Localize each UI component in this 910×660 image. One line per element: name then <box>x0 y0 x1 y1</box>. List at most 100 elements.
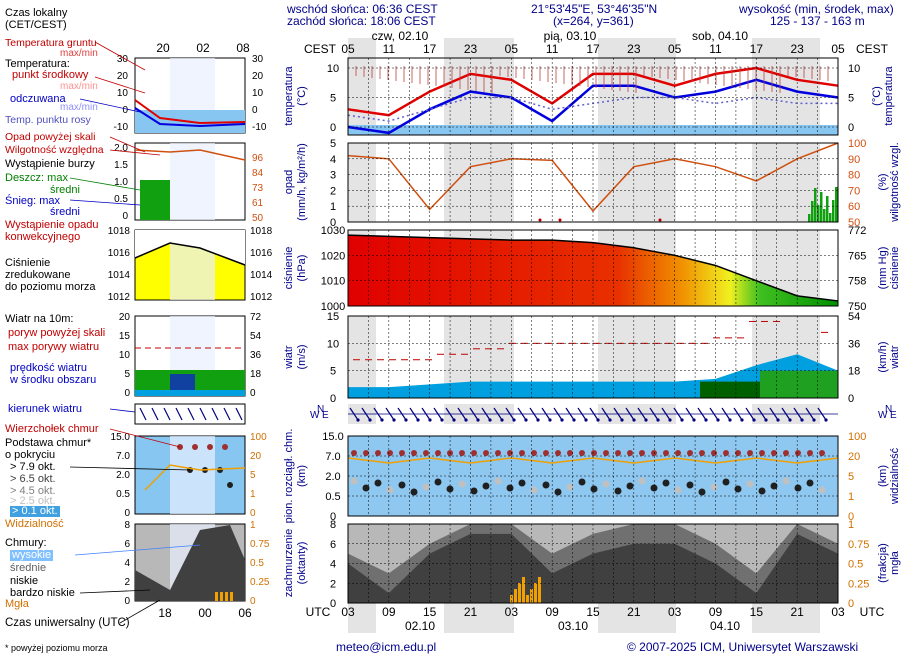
legend-storm: Wystąpienie burzy <box>5 158 95 170</box>
legend-wind-arrow <box>163 407 171 421</box>
wind-tick-left: 5 <box>330 366 336 378</box>
legend-bottom-tick: 06 <box>238 606 252 620</box>
precip-bar <box>811 201 814 222</box>
cloud-base-dot <box>566 483 574 491</box>
legend-precip-tick: 2.0 <box>114 143 128 154</box>
legend-okt-65: > 6.5 okt. <box>10 473 56 485</box>
axis-title-cloud-base-unit: (km) <box>296 465 308 487</box>
fog-tick-right: 1 <box>848 519 854 531</box>
cloud-base-dot <box>806 479 814 487</box>
cloud-base-dot <box>398 481 406 489</box>
legend-wind-tick: 5 <box>124 369 130 380</box>
wind-arrow-head <box>704 418 708 422</box>
wind-arrow-head <box>440 418 444 422</box>
legend-fog-tick: 0.25 <box>250 577 270 588</box>
cloud-top-dot <box>495 450 501 456</box>
wind-arrow-head <box>644 418 648 422</box>
coords-text: 21°53'45"E, 53°46'35"N <box>531 2 658 16</box>
legend-humidity-tick: 73 <box>252 183 264 194</box>
legend-humidity-tick: 61 <box>252 198 264 209</box>
legend-rain-bars <box>140 180 170 220</box>
humidity-tick-right: 100 <box>848 138 866 150</box>
compass-w: W <box>310 410 320 421</box>
legend-pressure-tick-r: 1012 <box>250 292 273 303</box>
humidity-tick-right: 90 <box>848 154 860 166</box>
temp-tick-right: 10 <box>848 63 860 75</box>
cloud-base-tick-left: 0.5 <box>325 491 340 503</box>
cloud-base-dot <box>506 484 514 492</box>
wind-tick-right: 0 <box>848 393 854 405</box>
legend-low: niskie <box>10 575 39 587</box>
legend-humidity: Wilgotność względna <box>5 144 104 156</box>
pressure-tick-left: 1030 <box>321 225 345 237</box>
precip-bar <box>814 188 817 222</box>
cloud-top-dot <box>591 450 597 456</box>
legend-fog-bar <box>225 592 228 601</box>
legend-cloud-tick: 2 <box>124 577 130 588</box>
night-band <box>348 316 376 398</box>
axis-title-precip: opad <box>283 170 295 194</box>
wind-arrow-head <box>764 418 768 422</box>
precip-tick-left: 0 <box>330 217 336 229</box>
legend-connector <box>79 589 151 594</box>
wind-arrow-head <box>620 418 624 422</box>
axis-title-temp-unit-r: (°C) <box>871 86 883 106</box>
panel-frame <box>347 523 839 604</box>
humidity-tick-right: 50 <box>848 217 860 229</box>
top-hour-label: 23 <box>627 42 641 56</box>
legend-gust-above: poryw powyżej skali <box>8 327 106 339</box>
wind-tick-right: 54 <box>848 311 860 323</box>
cloud-top-dot <box>675 450 681 456</box>
legend-connector <box>109 136 146 153</box>
legend-temp-tick: 20 <box>117 71 129 82</box>
axis-title-humidity-unit: (%) <box>877 173 889 190</box>
wind-arrow-head <box>608 418 612 422</box>
legend-wind-arrow <box>235 407 243 421</box>
legend-cloud-base-2: o pokryciu <box>5 449 56 461</box>
legend-visibility-tick: 20 <box>250 451 262 462</box>
legend-visibility-tick: 5 <box>250 470 256 481</box>
night-band <box>598 603 676 633</box>
cloud-base-dot <box>374 479 382 487</box>
footer-email[interactable]: meteo@icm.edu.pl <box>336 640 437 654</box>
cloud-base-dot <box>362 484 370 492</box>
cloud-base-dot <box>722 478 730 486</box>
cloud-base-dot <box>554 488 562 496</box>
wind-arrow-head <box>716 418 720 422</box>
fog-bar <box>514 589 517 603</box>
legend-dew-point: Temp. punktu rosy <box>5 114 91 126</box>
legend-temp-tick-r: 30 <box>252 54 264 65</box>
precip-bar <box>826 196 829 222</box>
legend-mid-point: punkt środkowy <box>12 69 89 81</box>
legend-wind-arrow <box>139 407 147 421</box>
legend-connector <box>79 98 141 113</box>
legend-convective-1: Wystąpienie opadu <box>5 219 99 231</box>
legend-okt-01: > 0.1 okt. <box>10 505 60 517</box>
legend-connector <box>69 466 191 471</box>
wind-arrow-head <box>560 418 564 422</box>
night-band <box>348 58 376 135</box>
temp-tick-left: 0 <box>330 122 336 134</box>
top-hour-label: 05 <box>505 42 519 56</box>
cloud-base-tick-left: 7.0 <box>325 451 340 463</box>
axis-title-visibility: widzialność <box>889 447 901 505</box>
cloud-top-dot <box>771 450 777 456</box>
top-hour-label: 05 <box>831 42 845 56</box>
cloud-tick-left: 6 <box>330 539 336 551</box>
altitude-values: 125 - 137 - 163 m <box>770 14 865 28</box>
panel-frame <box>347 57 839 136</box>
cloud-top-dot <box>435 450 441 456</box>
legend-fog-tick: 0.75 <box>250 539 270 550</box>
legend-top-tick: 20 <box>156 41 170 55</box>
bottom-hour-label: 21 <box>464 605 478 619</box>
precip-tick-left: 5 <box>330 138 336 150</box>
cloud-base-dot <box>662 479 670 487</box>
wind-strong-area <box>700 381 760 398</box>
legend-cloud-base-tick: 2.0 <box>116 470 130 481</box>
legend-snow-mean: średni <box>50 206 80 218</box>
top-hour-label: 17 <box>750 42 764 56</box>
legend-cloud-top: Wierzchołek chmur <box>5 423 99 435</box>
fog-bar <box>510 595 513 603</box>
cloud-base-dot <box>674 486 682 494</box>
